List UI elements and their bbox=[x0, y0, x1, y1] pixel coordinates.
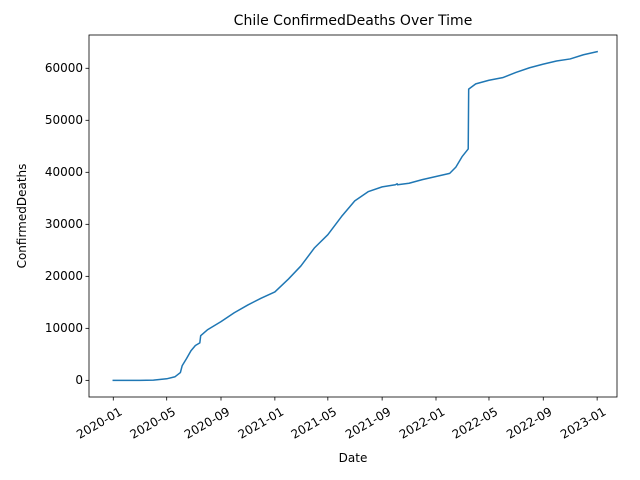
y-tick-label: 50000 bbox=[45, 113, 83, 127]
x-axis-label: Date bbox=[339, 451, 368, 465]
y-tick-label: 30000 bbox=[45, 217, 83, 231]
y-tick-label: 20000 bbox=[45, 269, 83, 283]
y-tick-label: 10000 bbox=[45, 321, 83, 335]
y-axis: 0 10000 20000 30000 40000 50000 60000 bbox=[45, 61, 89, 387]
plot-area bbox=[89, 35, 617, 397]
chart-title: Chile ConfirmedDeaths Over Time bbox=[234, 13, 473, 29]
y-tick-label: 40000 bbox=[45, 165, 83, 179]
series-line-0 bbox=[112, 50, 599, 382]
y-axis-label: ConfirmedDeaths bbox=[15, 164, 29, 269]
series-layer bbox=[112, 50, 599, 382]
y-tick-label: 0 bbox=[75, 373, 83, 387]
y-tick-label: 60000 bbox=[45, 61, 83, 75]
plot-frame bbox=[88, 34, 618, 398]
